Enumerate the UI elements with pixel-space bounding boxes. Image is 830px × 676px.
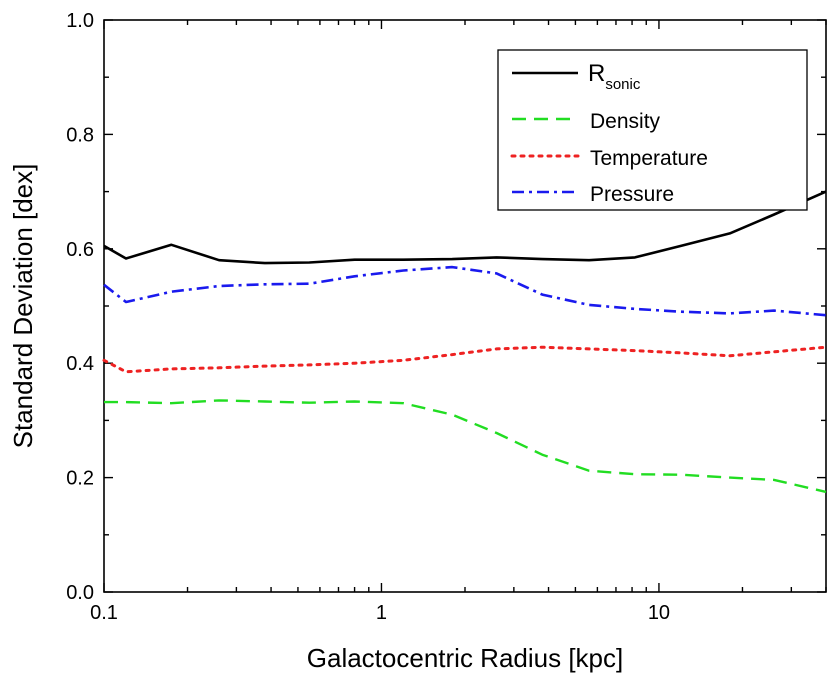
legend-label-density: Density: [590, 110, 661, 133]
legend: Rsonic Density Temperature Pressure: [497, 49, 808, 211]
y-tick-label: 0.2: [66, 468, 94, 490]
x-axis-label: Galactocentric Radius [kpc]: [307, 643, 623, 673]
axis-ticks: 0.0 0.2 0.4 0.6 0.8 1.0 0.1 1 10: [66, 10, 827, 624]
series-line: [103, 190, 827, 265]
series-line: [102, 345, 828, 374]
legend-box: [497, 49, 808, 211]
y-tick-label: 0.6: [66, 239, 94, 261]
legend-swatches: [510, 71, 580, 194]
legend-label-rsonic-main: R: [588, 60, 605, 87]
y-axis-label: Standard Deviation [dex]: [8, 164, 38, 449]
x-tick-label: 10: [648, 602, 670, 624]
x-tick-label: 0.1: [90, 602, 118, 624]
legend-label-temperature: Temperature: [590, 147, 708, 170]
y-tick-label: 0.0: [66, 582, 94, 604]
y-tick-label: 0.4: [66, 353, 94, 375]
legend-label-pressure: Pressure: [590, 183, 674, 206]
y-tick-label: 1.0: [66, 10, 94, 32]
series-line: [103, 265, 827, 317]
legend-label-rsonic: Rsonic: [588, 60, 641, 93]
legend-label-rsonic-sub: sonic: [605, 76, 641, 93]
x-tick-label: 1: [376, 602, 387, 624]
series-line: [104, 399, 827, 494]
data-lines: [102, 190, 828, 494]
y-tick-label: 0.8: [66, 124, 94, 146]
